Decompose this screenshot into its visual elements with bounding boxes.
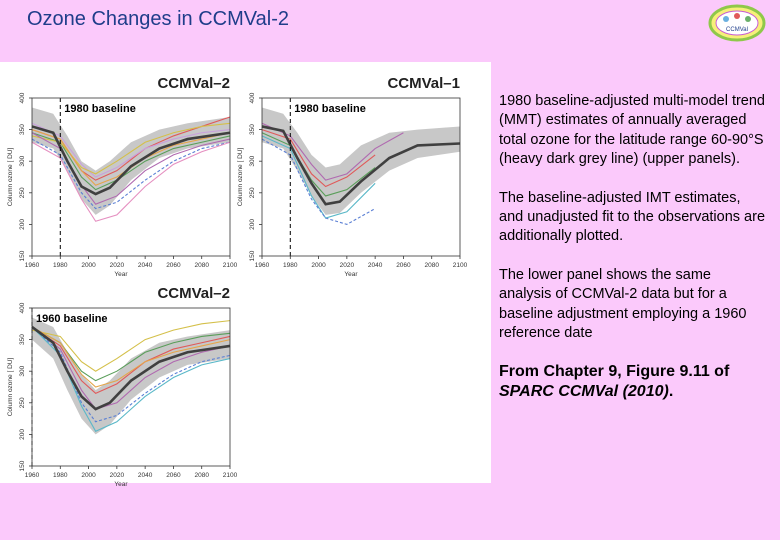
chart0-y-tick-label-3: 300 (19, 155, 26, 166)
chart2-plot-frame (31, 307, 231, 467)
logo-text: CCMVal (726, 27, 748, 33)
chart0-x-tick-label-6: 2080 (194, 262, 209, 269)
chart1-y-tick-label-3: 300 (249, 155, 256, 166)
chart0-model-line-4 (31, 138, 231, 210)
chart0-y-tick-label-1: 200 (19, 219, 26, 230)
citation-end: . (668, 383, 674, 401)
chart1-x-tick-label-5: 2060 (396, 262, 411, 269)
chart0-baseline-label: 1980 baseline (64, 103, 136, 115)
citation-text: From Chapter 9, Figure 9.11 of (499, 363, 730, 381)
chart2-model-line-1 (31, 326, 231, 382)
chart1-y-tick-label-2: 250 (249, 187, 256, 198)
chart0-panel-title: CCMVal–2 (157, 75, 230, 92)
chart1-model-line-1 (261, 135, 376, 219)
chart0-plot-frame (31, 97, 231, 257)
chart1-y-tick-label-5: 400 (249, 92, 256, 103)
chart0-x-tick-label-1: 1980 (53, 262, 68, 269)
chart2-panel-title: CCMVal–2 (157, 285, 230, 302)
chart2-x-tick-label-1: 1980 (53, 472, 68, 479)
chart1-x-tick-label-2: 2000 (311, 262, 326, 269)
chart2-baseline-label: 1960 baseline (36, 313, 108, 325)
chart0-mmt-line (31, 125, 231, 196)
chart0-x-tick-label-7: 2100 (223, 262, 238, 269)
chart1-x-axis-label: Year (344, 271, 358, 278)
chart1-model-line-2 (261, 132, 376, 197)
chart2-x-tick-label-2: 2000 (81, 472, 96, 479)
chart0-y-tick-label-0: 150 (19, 250, 26, 261)
chart0-y-tick-label-2: 250 (19, 187, 26, 198)
chart1-x-tick-label-3: 2020 (340, 262, 355, 269)
chart2-y-tick-label-0: 150 (19, 460, 26, 471)
chart1-y-tick-label-1: 200 (249, 219, 256, 230)
chart0-x-tick-label-5: 2060 (166, 262, 181, 269)
chart1-y-tick-label-0: 150 (249, 250, 256, 261)
chart2-x-tick-label-3: 2020 (110, 472, 125, 479)
chart-ccmval2-1980: CCMVal–2 1980 baseline 1960 1980 2000 2020 204… (7, 75, 238, 278)
chart2-model-line-2 (31, 320, 231, 372)
chart1-x-tick-label-0: 1960 (255, 262, 270, 269)
chart2-y-tick-label-5: 400 (19, 302, 26, 313)
chart2-y-tick-label-2: 250 (19, 397, 26, 408)
chart1-panel-title: CCMVal–1 (387, 75, 460, 92)
ccmval-logo: CCMVal (708, 4, 766, 42)
chart2-model-line-6 (31, 326, 231, 388)
chart0-model-line-7 (31, 141, 231, 222)
chart1-y-tick-label-4: 350 (249, 124, 256, 135)
chart1-x-tick-label-6: 2080 (424, 262, 439, 269)
chart0-x-axis-label: Year (114, 271, 128, 278)
chart1-baseline-label: 1980 baseline (294, 103, 366, 115)
chart-ccmval2-1960: CCMVal–2 1960 baseline 1960 1980 2000 2020 204… (7, 285, 238, 488)
chart2-y-tick-label-4: 350 (19, 334, 26, 345)
chart1-plot-frame (261, 97, 461, 257)
paragraph-1: 1980 baseline-adjusted multi-model trend… (499, 93, 765, 168)
chart0-x-tick-label-4: 2040 (138, 262, 153, 269)
description-text: 1980 baseline-adjusted multi-model trend… (499, 92, 767, 421)
chart0-model-line-6 (31, 129, 231, 186)
chart2-model-line-5 (31, 326, 231, 410)
figure-panel: CCMVal–2 1980 baseline 1960 1980 2000 2020 204… (0, 62, 491, 488)
chart2-model-line-0 (31, 326, 231, 394)
chart1-x-tick-label-4: 2040 (368, 262, 383, 269)
chart0-y-tick-label-5: 400 (19, 92, 26, 103)
chart2-x-tick-label-7: 2100 (223, 472, 238, 479)
chart0-x-tick-label-2: 2000 (81, 262, 96, 269)
chart1-x-tick-label-1: 1980 (283, 262, 298, 269)
paragraph-3: The lower panel shows the same analysis … (499, 266, 747, 342)
chart1-model-line-3 (261, 138, 376, 225)
chart2-y-axis-label: Column ozone [ DU] (7, 358, 14, 417)
chart2-mmt-line (31, 325, 231, 411)
chart1-mmt-line (261, 125, 461, 206)
chart0-y-axis-label: Column ozone [ DU] (7, 148, 14, 207)
chart2-y-tick-label-3: 300 (19, 365, 26, 376)
chart2-x-tick-label-4: 2040 (138, 472, 153, 479)
chart-ccmval1-1980: CCMVal–1 1980 baseline 1960 1980 2000 2020 204… (237, 75, 468, 278)
chart0-x-tick-label-0: 1960 (25, 262, 40, 269)
chart0-y-tick-label-4: 350 (19, 124, 26, 135)
paragraph-2: The baseline-adjusted IMT estimates, and… (499, 189, 766, 245)
chart2-uncertainty-band (32, 317, 230, 435)
chart2-x-tick-label-0: 1960 (25, 472, 40, 479)
chart2-x-tick-label-6: 2080 (194, 472, 209, 479)
citation: From Chapter 9, Figure 9.11 of SPARC CCM… (499, 362, 767, 402)
citation-source: SPARC CCMVal (2010) (499, 383, 669, 401)
chart2-x-axis-label: Year (114, 481, 128, 488)
slide-title: Ozone Changes in CCMVal-2 (27, 8, 289, 30)
chart1-x-tick-label-7: 2100 (453, 262, 468, 269)
chart0-model-line-2 (31, 122, 231, 178)
chart0-uncertainty-band (32, 107, 230, 215)
chart2-x-tick-label-5: 2060 (166, 472, 181, 479)
chart2-y-tick-label-1: 200 (19, 429, 26, 440)
chart0-model-line-3 (31, 122, 231, 175)
chart0-x-tick-label-3: 2020 (110, 262, 125, 269)
chart1-y-axis-label: Column ozone [ DU] (237, 148, 244, 207)
